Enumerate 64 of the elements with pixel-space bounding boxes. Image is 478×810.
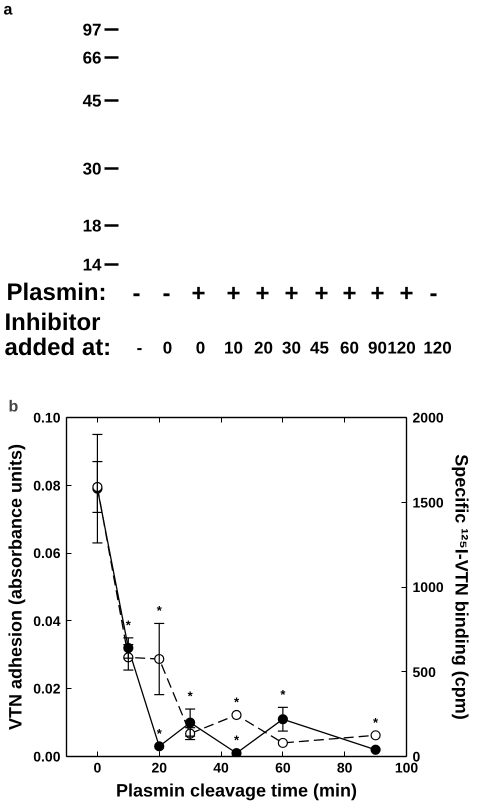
- x-tick-label: 40: [213, 760, 230, 776]
- x-tick-label: 80: [336, 760, 353, 776]
- y-tick-label: 0.10: [33, 410, 61, 426]
- point: [370, 744, 381, 755]
- annotation: *: [156, 726, 163, 741]
- text: 45: [82, 92, 102, 110]
- text: 30: [82, 160, 102, 178]
- y2-tick-label: 2000: [412, 410, 444, 426]
- y-axis-title: VTN adhesion (absorbance units): [5, 444, 26, 730]
- text: Inhibitor added at:: [4, 309, 112, 361]
- text: +: [342, 280, 357, 307]
- text: +: [399, 280, 414, 307]
- annotation: *: [234, 694, 240, 710]
- y2-axis-title: Specific ¹²⁵I-VTN binding (cpm): [452, 454, 472, 720]
- annotation: *: [188, 688, 194, 704]
- y-tick-label: 0.06: [33, 545, 61, 562]
- text: b: [8, 398, 18, 416]
- text: -: [136, 338, 142, 358]
- point: [154, 741, 164, 752]
- text: a: [4, 2, 12, 18]
- annotation: *: [280, 686, 286, 702]
- text: +: [191, 280, 206, 307]
- y2-tick-label: 1500: [412, 494, 444, 510]
- text: -: [162, 280, 171, 307]
- text: 10: [224, 338, 243, 358]
- text: 14: [82, 256, 102, 274]
- annotation: *: [373, 714, 380, 730]
- text: 45: [310, 338, 329, 358]
- point: [278, 738, 288, 748]
- x-tick-label: 0: [94, 760, 102, 776]
- point: [370, 730, 381, 740]
- text: +: [314, 280, 329, 307]
- text: Plasmin:: [6, 279, 107, 306]
- y-tick-label: 0.04: [33, 612, 61, 629]
- point: [231, 748, 242, 756]
- y2-tick-label: 500: [412, 664, 436, 680]
- text: +: [255, 280, 270, 307]
- text: -: [430, 280, 438, 307]
- text: 0: [196, 338, 206, 358]
- x-axis-title: Plasmin cleavage time (min): [116, 780, 358, 800]
- annotation: *: [234, 732, 240, 748]
- text: -: [132, 280, 141, 307]
- y-tick-label: 0.00: [33, 748, 61, 764]
- point: [231, 710, 242, 720]
- text: 30: [282, 338, 301, 358]
- text: 120: [423, 338, 452, 358]
- x-tick-label: 20: [151, 760, 168, 776]
- y-tick-label: 0.08: [33, 477, 61, 494]
- text: 120: [387, 338, 416, 358]
- annotation: *: [156, 602, 163, 618]
- text: +: [370, 280, 385, 307]
- text: 20: [254, 338, 273, 358]
- y2-tick-label: 1000: [412, 579, 444, 595]
- x-tick-label: 60: [275, 760, 291, 776]
- text: 97: [82, 20, 102, 40]
- text: 18: [82, 216, 102, 236]
- text: +: [284, 280, 299, 307]
- text: 90: [368, 338, 387, 358]
- text: 0: [162, 338, 172, 358]
- text: 66: [82, 48, 102, 68]
- text: 60: [340, 338, 359, 358]
- text: +: [226, 280, 241, 307]
- y-tick-label: 0.02: [33, 680, 61, 697]
- annotation: *: [126, 617, 132, 632]
